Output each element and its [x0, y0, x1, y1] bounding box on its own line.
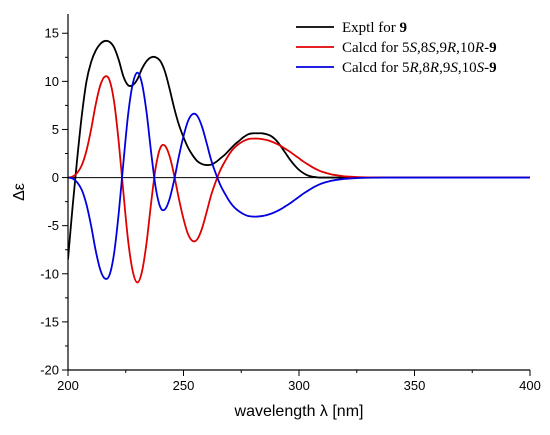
y-tick-label: 5 — [52, 122, 59, 137]
x-tick-label: 300 — [288, 378, 310, 393]
y-tick-label: 15 — [45, 26, 59, 41]
y-tick-label: -10 — [40, 266, 59, 281]
x-axis-title: wavelength λ [nm] — [234, 403, 364, 420]
ticks-layer: 200 250 300 350 400 -20 -15 -10 -5 0 5 10 15 — [40, 26, 541, 393]
y-axis-title: Δε — [11, 183, 28, 201]
series-layer — [68, 39, 530, 284]
x-tick-label: 250 — [173, 378, 195, 393]
legend: Exptl for 9 Calcd for 5S,8S,9R,10R-9 Calcd… — [296, 20, 497, 76]
legend-label-3: Calcd for 5R,8R,9S,10S-9 — [342, 60, 497, 76]
x-tick-label: 200 — [57, 378, 79, 393]
x-tick-label: 350 — [404, 378, 426, 393]
y-tick-label: 0 — [52, 170, 59, 185]
legend-label-1: Exptl for 9 — [342, 20, 407, 36]
y-tick-label: 10 — [45, 74, 59, 89]
series-line-3 — [68, 71, 530, 280]
y-tick-label: -5 — [47, 218, 59, 233]
legend-label-2: Calcd for 5S,8S,9R,10R-9 — [342, 40, 497, 56]
y-tick-label: -20 — [40, 363, 59, 378]
y-tick-label: -15 — [40, 314, 59, 329]
series-line-2 — [68, 75, 530, 284]
x-tick-label: 400 — [519, 378, 541, 393]
series-line-1 — [68, 39, 530, 260]
